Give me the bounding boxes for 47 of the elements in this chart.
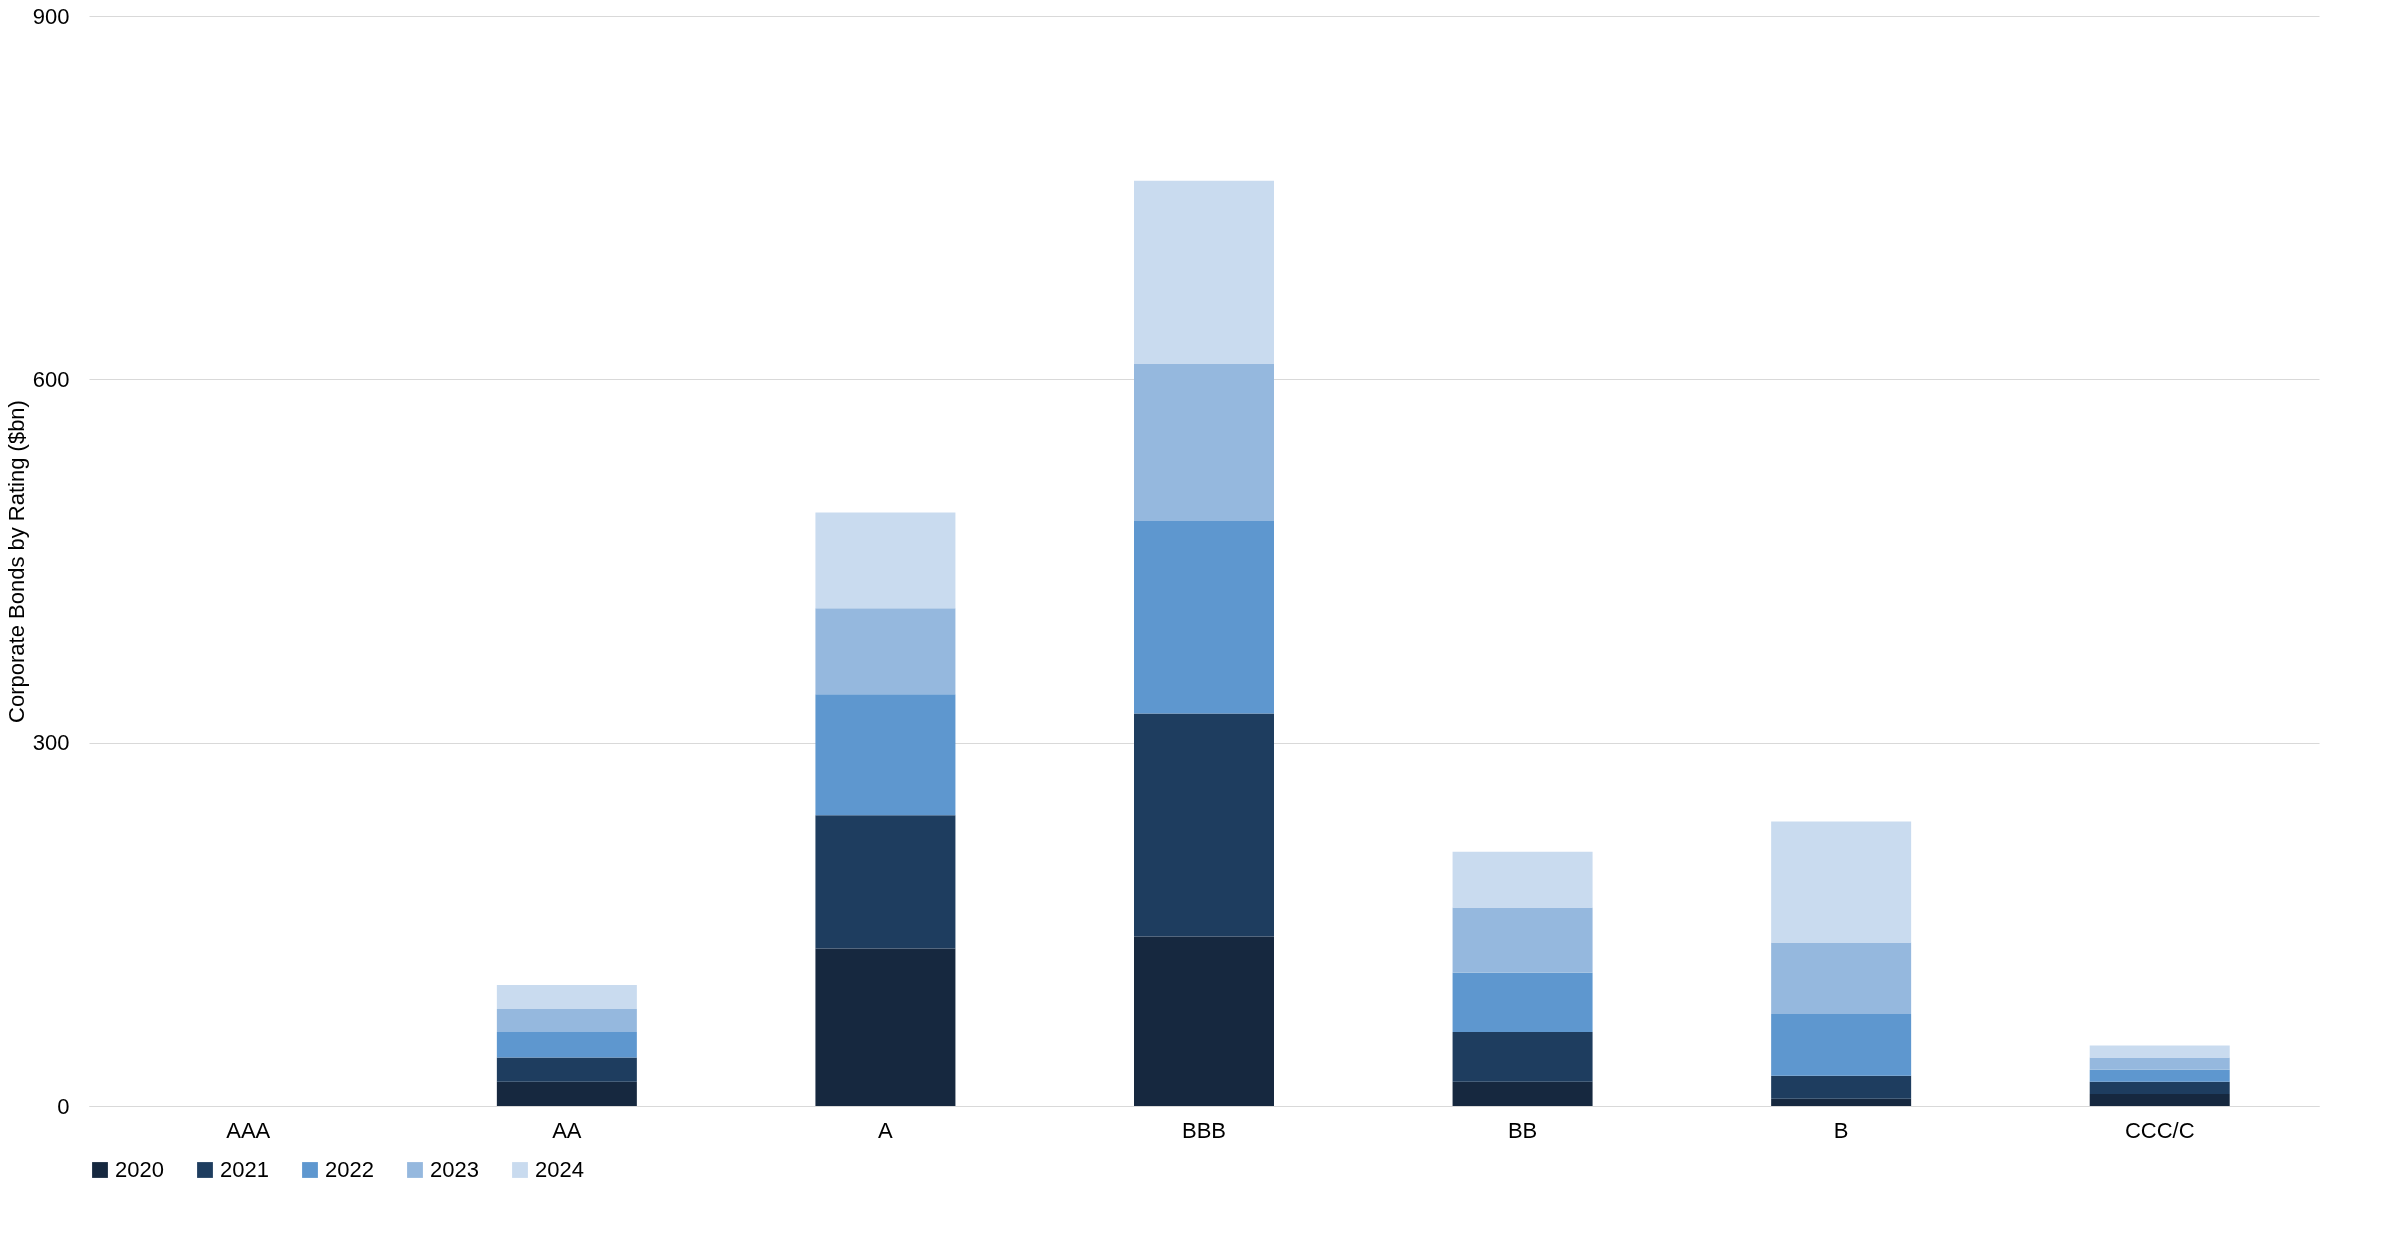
bar <box>815 608 956 695</box>
bar <box>815 512 956 609</box>
bar <box>496 1081 637 1106</box>
bar <box>1771 942 1912 1014</box>
bar <box>815 815 956 949</box>
bar <box>1771 1098 1912 1106</box>
y-axis-title: Corporate Bonds by Rating ($bn) <box>3 400 29 723</box>
bar <box>2089 1093 2230 1106</box>
bar <box>2089 1069 2230 1082</box>
x-tick-label: BBB <box>1181 1117 1227 1143</box>
y-tick-label: 900 <box>32 3 70 29</box>
x-tick-label: CCC/C <box>2124 1117 2195 1143</box>
legend-label: 2022 <box>325 1157 374 1182</box>
bar <box>1452 1032 1593 1082</box>
bar <box>815 948 956 1106</box>
bar <box>815 694 956 816</box>
bar <box>1771 1075 1912 1099</box>
bar <box>1134 363 1274 522</box>
bar <box>2089 1081 2230 1094</box>
bar <box>1452 907 1593 973</box>
bar <box>496 1057 637 1082</box>
bar <box>1134 521 1274 714</box>
x-tick-label: A <box>878 1117 894 1143</box>
y-tick-label: 600 <box>32 366 70 392</box>
bar <box>1452 972 1593 1033</box>
x-tick-label: AAA <box>226 1117 271 1143</box>
x-tick-label: B <box>1833 1117 1849 1143</box>
bar <box>1134 180 1274 364</box>
legend-label: 2020 <box>115 1157 164 1182</box>
y-tick-label: 300 <box>32 730 70 756</box>
bar <box>1452 1081 1593 1106</box>
bar <box>2089 1057 2230 1070</box>
bar <box>1771 1013 1912 1076</box>
bar <box>1771 821 1912 943</box>
bar <box>496 984 637 1010</box>
bar <box>1134 713 1274 937</box>
x-tick-label: AA <box>552 1117 582 1143</box>
x-tick-label: BB <box>1507 1117 1538 1143</box>
bar <box>496 1009 637 1033</box>
legend-label: 2024 <box>535 1157 584 1182</box>
bar <box>1134 936 1274 1106</box>
bar <box>496 1032 637 1058</box>
bar <box>1452 851 1593 908</box>
legend-label: 2023 <box>430 1157 479 1182</box>
bar <box>2089 1045 2230 1058</box>
legend-label: 2021 <box>220 1157 269 1182</box>
y-tick-label: 0 <box>57 1093 70 1119</box>
